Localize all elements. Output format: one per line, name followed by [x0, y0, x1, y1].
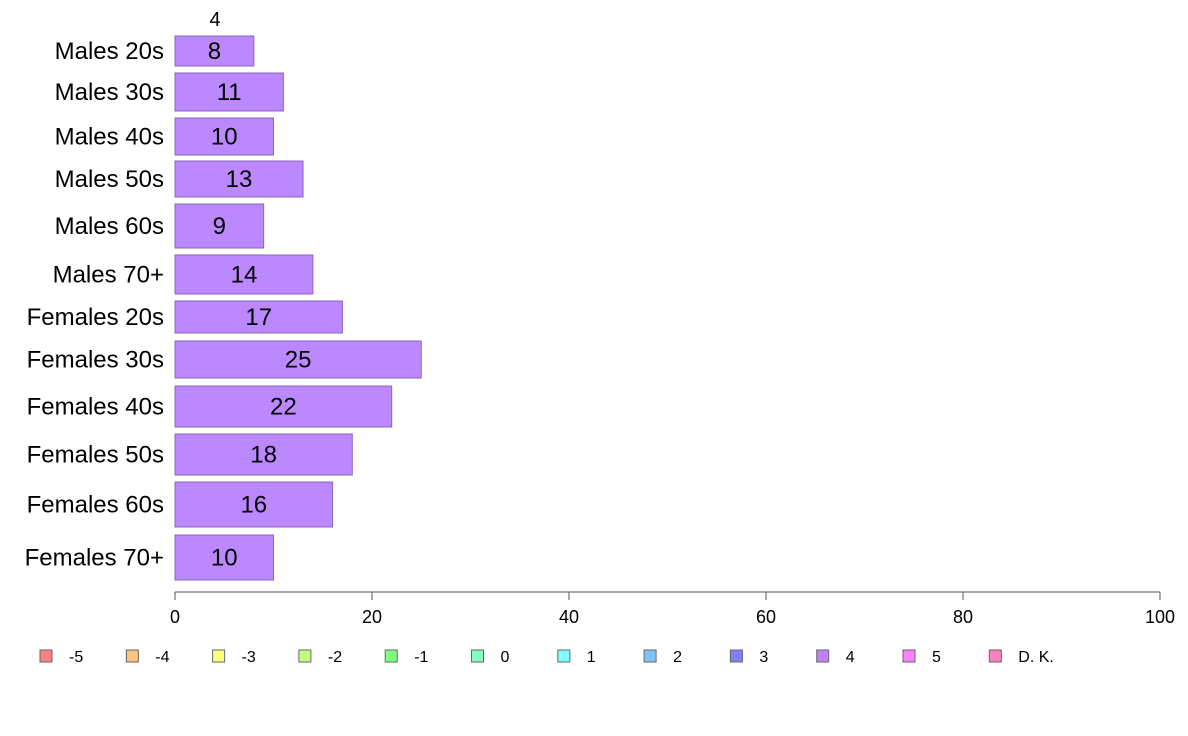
bar	[174, 481, 334, 528]
legend-swatch	[298, 649, 312, 663]
bar-value-label: 18	[250, 442, 277, 469]
x-tick-label: 20	[362, 607, 382, 627]
bar-value-label: 8	[208, 38, 221, 65]
category-label: Males 40s	[55, 124, 164, 151]
legend-swatch	[384, 649, 398, 663]
category-label: Females 50s	[27, 442, 164, 469]
bar	[174, 203, 265, 249]
category-label: Males 60s	[55, 213, 164, 240]
legend-swatch	[125, 649, 139, 663]
x-tick-label: 100	[1145, 607, 1175, 627]
category-label: Females 30s	[27, 347, 164, 374]
bar-value-label: 9	[213, 213, 226, 240]
legend-swatch	[643, 649, 657, 663]
legend-swatch	[988, 649, 1002, 663]
x-tick-label: 60	[756, 607, 776, 627]
legend-label: 1	[587, 649, 596, 666]
bar	[174, 160, 304, 198]
legend-swatch	[212, 649, 226, 663]
category-label: Females 60s	[27, 492, 164, 519]
category-label: Females 20s	[27, 304, 164, 331]
legend-label: 4	[846, 649, 855, 666]
legend-label: 2	[673, 649, 682, 666]
x-tick-label: 40	[559, 607, 579, 627]
bar	[174, 254, 314, 295]
bar-value-label: 10	[211, 545, 238, 572]
category-label: Males 50s	[55, 166, 164, 193]
legend-label: 5	[932, 649, 941, 666]
legend-label: -1	[414, 649, 428, 666]
bar-value-label: 16	[240, 492, 267, 519]
series-top-label: 4	[209, 9, 220, 31]
bar-value-label: 11	[217, 79, 242, 106]
bar	[174, 117, 274, 156]
legend-swatch	[816, 649, 830, 663]
legend-swatch	[471, 649, 484, 663]
legend-label: -4	[155, 649, 169, 666]
bar	[174, 385, 393, 428]
bar-value-label: 14	[231, 262, 258, 289]
legend-label: 3	[759, 649, 768, 666]
legend-label: 0	[501, 649, 510, 666]
bar	[174, 433, 353, 476]
legend-swatch	[39, 649, 53, 663]
bar-value-label: 25	[285, 347, 312, 374]
category-label: Males 30s	[55, 79, 164, 106]
category-label: Females 70+	[25, 545, 164, 572]
category-label: Females 40s	[27, 394, 164, 421]
category-label: Males 70+	[53, 262, 164, 289]
legend-swatch	[557, 649, 571, 663]
legend-label: -5	[69, 649, 83, 666]
legend-swatch	[902, 649, 916, 663]
legend-label: -2	[328, 649, 342, 666]
bar-value-label: 10	[211, 124, 238, 151]
bar	[174, 35, 255, 67]
legend: -5 -4 -3 -2 -1 0 1 2 3 4 5 D. K.	[39, 649, 1054, 666]
category-label: Males 20s	[55, 38, 164, 65]
legend-label: D. K.	[1018, 649, 1054, 666]
bar	[174, 534, 274, 581]
legend-label: -3	[242, 649, 256, 666]
bar	[174, 72, 284, 112]
legend-swatch	[729, 649, 743, 663]
bar	[174, 340, 422, 379]
x-tick-label: 80	[953, 607, 973, 627]
bar-value-label: 17	[245, 304, 272, 331]
x-tick-label: 0	[170, 607, 180, 627]
bar-value-label: 22	[270, 394, 297, 421]
bar	[174, 300, 343, 334]
bar-value-label: 13	[226, 166, 253, 193]
bars-group: Males 20s 8 Males 30s 11 Males 40s 10 Males 50…	[25, 35, 422, 581]
x-axis: 0 20 40 60 80 100	[170, 591, 1175, 627]
